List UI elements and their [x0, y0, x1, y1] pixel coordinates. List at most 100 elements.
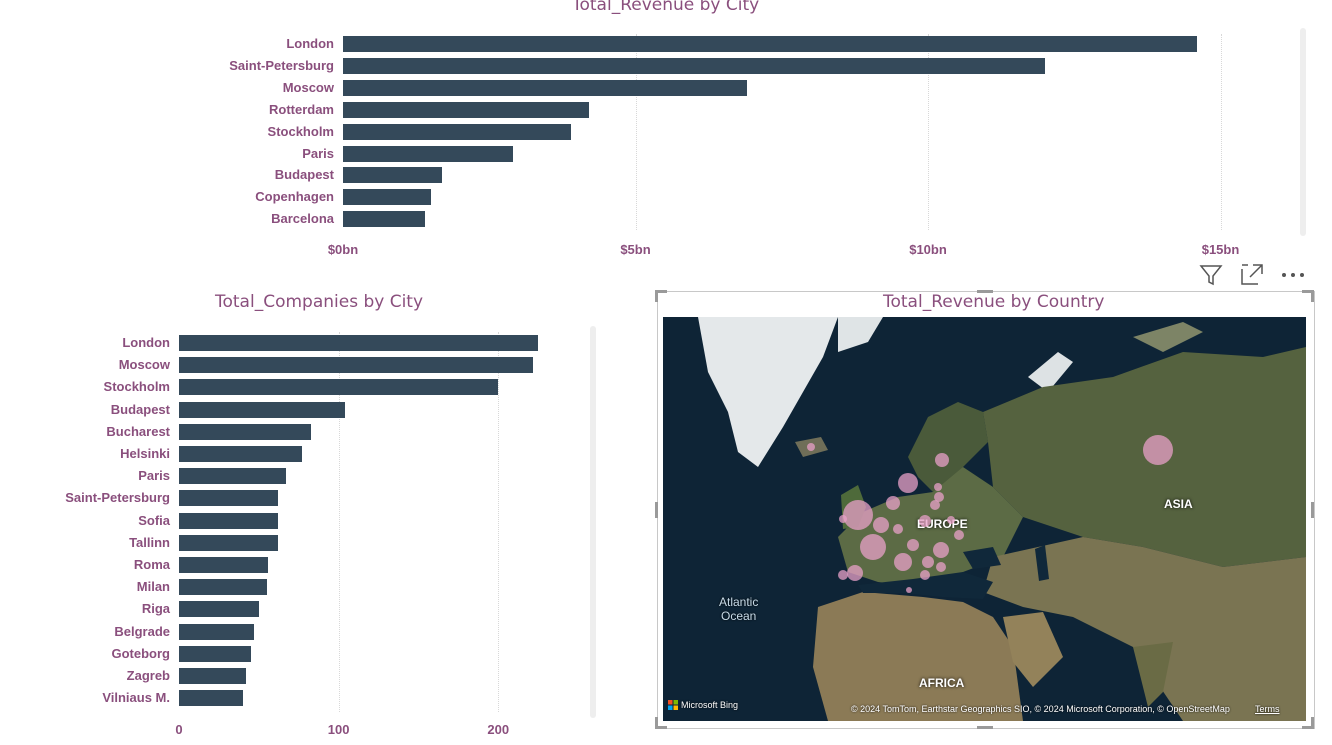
bar[interactable]: [179, 490, 278, 507]
plot-area: [179, 332, 589, 712]
revenue-bubble[interactable]: [920, 570, 930, 580]
resize-handle-top-left[interactable]: [655, 290, 667, 293]
category-label: Rotterdam: [268, 101, 334, 117]
plot-area: [343, 34, 1303, 230]
gridline: [498, 332, 500, 712]
bar[interactable]: [179, 357, 534, 374]
bar[interactable]: [179, 645, 251, 662]
revenue-bubble[interactable]: [843, 500, 873, 530]
bar[interactable]: [343, 36, 1198, 52]
bar[interactable]: [179, 557, 269, 573]
bar[interactable]: [179, 512, 278, 529]
category-label: London: [286, 36, 334, 51]
bar[interactable]: [179, 401, 345, 418]
category-label: Bucharest: [106, 423, 170, 439]
category-label: Roma: [133, 557, 170, 572]
category-label: Budapest: [110, 401, 170, 417]
revenue-bubble[interactable]: [954, 530, 964, 540]
resize-handle-top[interactable]: [977, 290, 993, 293]
revenue-bubble[interactable]: [936, 562, 946, 572]
resize-handle-left[interactable]: [655, 502, 658, 518]
revenue-bubble[interactable]: [919, 515, 931, 527]
revenue-bubble[interactable]: [934, 492, 944, 502]
bar[interactable]: [179, 623, 255, 640]
category-label: Sofia: [138, 512, 170, 528]
revenue-bubble[interactable]: [1143, 435, 1173, 465]
revenue-bubble[interactable]: [906, 587, 912, 593]
category-label: London: [122, 335, 170, 350]
revenue-bubble[interactable]: [886, 496, 900, 510]
x-tick-label: $15bn: [1201, 242, 1240, 257]
map-canvas[interactable]: EUROPE ASIA AFRICA Atlantic Ocean Micros…: [663, 317, 1306, 721]
category-label: Riga: [141, 601, 170, 617]
bar[interactable]: [179, 335, 539, 351]
bar[interactable]: [343, 211, 425, 228]
bar[interactable]: [179, 579, 267, 596]
bar[interactable]: [343, 57, 1045, 74]
resize-handle-bottom-left[interactable]: [655, 726, 667, 729]
bar[interactable]: [343, 145, 513, 162]
bar[interactable]: [179, 423, 312, 440]
bar[interactable]: [179, 668, 247, 684]
bar[interactable]: [179, 468, 286, 485]
ocean-label-line: Ocean: [721, 609, 757, 623]
scrollbar[interactable]: [1300, 28, 1306, 236]
filter-icon[interactable]: [1199, 263, 1223, 287]
category-label: Paris: [302, 145, 334, 161]
resize-handle-right[interactable]: [1311, 502, 1314, 518]
focus-mode-icon[interactable]: [1240, 263, 1264, 287]
resize-handle-top-right[interactable]: [1311, 290, 1314, 302]
gridline: [338, 332, 340, 712]
revenue-bubble[interactable]: [838, 570, 848, 580]
revenue-bubble[interactable]: [898, 473, 918, 493]
x-tick-label: $0bn: [327, 242, 359, 257]
resize-handle-bottom-right[interactable]: [1302, 726, 1314, 729]
x-tick-label: 100: [327, 722, 350, 737]
revenue-bubble[interactable]: [894, 553, 912, 571]
resize-handle-top-right[interactable]: [1302, 290, 1314, 293]
bar[interactable]: [179, 601, 259, 618]
revenue-bubble[interactable]: [893, 524, 903, 534]
revenue-bubble[interactable]: [807, 443, 815, 451]
resize-handle-top-left[interactable]: [655, 290, 658, 302]
bar[interactable]: [179, 690, 243, 707]
map-attribution: © 2024 TomTom, Earthstar Geographics SIO…: [851, 704, 1230, 714]
revenue-bubble[interactable]: [930, 500, 940, 510]
revenue-bubble[interactable]: [860, 534, 886, 560]
revenue-bubble[interactable]: [907, 539, 919, 551]
resize-handle-bottom-right[interactable]: [1311, 717, 1314, 729]
bar[interactable]: [343, 189, 431, 206]
category-label: Vilniaus M.: [102, 690, 170, 706]
resize-handle-bottom-left[interactable]: [655, 717, 658, 729]
scrollbar[interactable]: [590, 326, 596, 718]
revenue-bubble[interactable]: [935, 453, 949, 467]
bar[interactable]: [343, 79, 747, 96]
ocean-label-line: Atlantic: [719, 595, 759, 609]
resize-handle-bottom[interactable]: [977, 726, 993, 729]
x-tick-label: $5bn: [620, 242, 651, 257]
bar[interactable]: [179, 446, 302, 462]
gridline: [928, 34, 929, 230]
bar[interactable]: [179, 379, 499, 396]
revenue-bubble[interactable]: [947, 516, 955, 524]
bing-logo: Microsoft Bing: [668, 700, 738, 710]
bar[interactable]: [179, 534, 278, 551]
chart-title: Total_Revenue by City: [572, 0, 760, 15]
revenue-bubble[interactable]: [873, 517, 889, 533]
category-label: Saint-Petersburg: [229, 57, 334, 73]
bar[interactable]: [343, 167, 443, 184]
revenue-bubble[interactable]: [839, 515, 847, 523]
more-options-icon[interactable]: [1280, 263, 1306, 287]
bar[interactable]: [343, 101, 589, 118]
category-label: Belgrade: [114, 623, 170, 639]
revenue-bubble[interactable]: [922, 556, 934, 568]
revenue-bubble[interactable]: [934, 483, 942, 491]
revenue-bubble[interactable]: [847, 565, 863, 581]
revenue-bubble[interactable]: [933, 542, 949, 558]
bar[interactable]: [343, 123, 572, 140]
map-terrain: [698, 317, 1306, 721]
bing-logo-text: Microsoft Bing: [681, 700, 739, 710]
chart-title: Total_Revenue by Country: [883, 292, 1105, 312]
map-terms-link[interactable]: Terms: [1255, 704, 1280, 714]
category-label: Budapest: [274, 167, 334, 183]
